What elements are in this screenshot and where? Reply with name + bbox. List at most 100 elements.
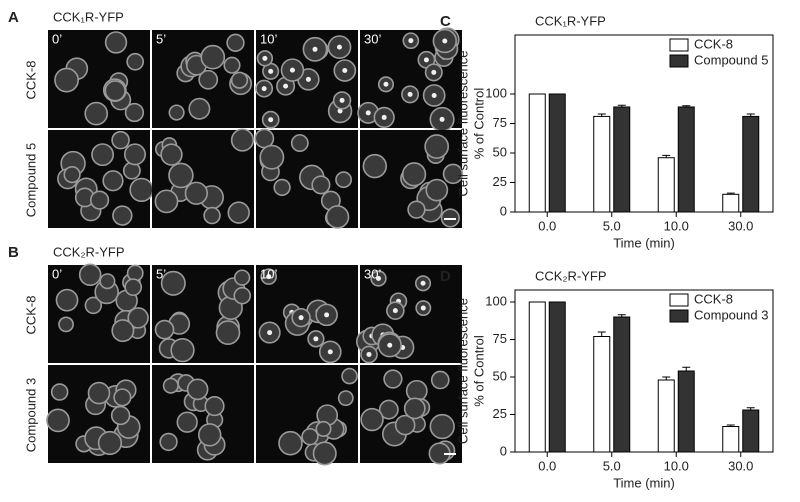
cell-spot	[313, 336, 319, 342]
x-axis-label: Time (min)	[613, 475, 675, 490]
bar	[613, 106, 631, 213]
panel-title: CCK₁R-YFP	[53, 9, 124, 24]
x-tick-label: 5.0	[603, 458, 621, 473]
y-axis-label: Cell surface fluorescence	[455, 51, 470, 197]
y-tick-label: 75	[493, 331, 507, 346]
y-tick-label: 25	[493, 406, 507, 421]
cell-spot	[408, 38, 414, 44]
cell-spot	[268, 117, 274, 123]
cell	[383, 369, 403, 389]
error-bar	[746, 113, 755, 117]
legend-swatch	[669, 293, 689, 307]
y-tick-label: 100	[485, 85, 507, 100]
y-tick-label: 50	[493, 144, 507, 159]
cell	[84, 101, 109, 126]
cell	[401, 162, 427, 187]
x-tick-label: 10.0	[664, 458, 689, 473]
cell	[154, 319, 175, 340]
error-bar	[746, 407, 755, 410]
scale-bar	[444, 218, 456, 220]
cell	[123, 143, 147, 166]
error-bar	[726, 424, 735, 427]
panel-label: A	[8, 9, 19, 26]
cell	[58, 316, 74, 333]
bar	[742, 115, 760, 213]
bar	[722, 426, 740, 453]
legend-label: CCK-8	[694, 36, 733, 51]
cell-spot	[387, 342, 393, 348]
cell	[215, 320, 241, 345]
cell	[233, 286, 252, 305]
time-label: 10’	[260, 31, 277, 46]
cell	[230, 71, 249, 89]
bar	[722, 193, 740, 213]
cell	[84, 296, 103, 315]
cell	[278, 430, 303, 456]
cell	[78, 263, 102, 287]
bar	[548, 301, 566, 453]
panel-title: CCK₂R-YFP	[53, 244, 125, 259]
cell	[301, 427, 319, 446]
cell	[315, 420, 332, 437]
cell	[440, 208, 460, 228]
cell	[110, 405, 131, 426]
row-label: CCK-8	[23, 295, 38, 334]
bar	[742, 409, 760, 453]
cell	[204, 396, 225, 417]
y-tick-label: 25	[493, 174, 507, 189]
cell	[430, 370, 450, 390]
cell	[111, 319, 135, 343]
bar	[528, 301, 546, 453]
legend-label: Compound 3	[694, 307, 768, 322]
cell	[311, 175, 331, 195]
cell	[290, 134, 309, 152]
y-tick-label: 100	[485, 293, 507, 308]
cell-spot	[336, 44, 342, 50]
row-label: CCK-8	[23, 60, 38, 99]
cell	[50, 383, 69, 401]
error-bar	[597, 113, 606, 117]
bar	[528, 93, 546, 213]
cell-spot	[337, 108, 343, 114]
cell	[55, 288, 79, 312]
cell	[63, 165, 81, 184]
bar	[613, 316, 631, 453]
cell	[425, 178, 449, 202]
cell	[337, 390, 354, 407]
x-tick-label: 10.0	[664, 218, 689, 233]
cell	[168, 104, 185, 121]
cell	[112, 205, 133, 226]
y-tick-label: 0	[500, 203, 507, 218]
cell	[312, 441, 337, 466]
cell	[362, 153, 388, 179]
cell-spot	[261, 86, 267, 92]
time-label: 30’	[364, 266, 381, 281]
cell	[126, 52, 145, 71]
cell	[154, 189, 179, 214]
error-bar	[682, 105, 691, 107]
bar	[657, 379, 675, 453]
cell	[200, 44, 226, 70]
legend-swatch	[669, 38, 689, 52]
cell	[162, 377, 179, 394]
cell-spot	[312, 46, 318, 52]
cell-spot	[289, 67, 295, 73]
cell-spot	[366, 351, 372, 357]
cell	[188, 97, 211, 120]
x-tick-label: 30.0	[728, 218, 753, 233]
cell-spot	[305, 76, 311, 82]
cell	[176, 411, 198, 433]
bar	[548, 93, 566, 213]
legend-label: CCK-8	[694, 291, 733, 306]
cell	[160, 143, 183, 166]
y-tick-label: 50	[493, 368, 507, 383]
cell-spot	[267, 330, 273, 336]
cell-spot	[324, 312, 330, 318]
cell-spot	[365, 110, 371, 116]
panel-label: C	[440, 13, 451, 30]
bar	[593, 115, 611, 213]
cell	[230, 128, 255, 152]
cell-spot	[383, 81, 389, 87]
cell	[378, 399, 399, 420]
bar	[677, 106, 695, 213]
